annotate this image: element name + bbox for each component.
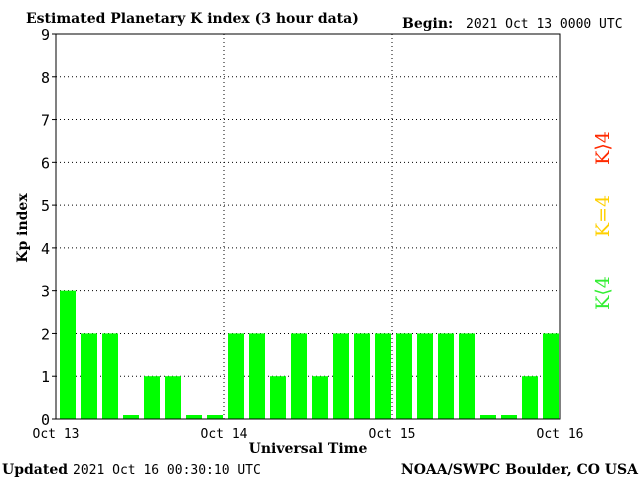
kp-bar bbox=[144, 376, 160, 419]
kp-bar bbox=[312, 376, 328, 419]
kp-bar bbox=[123, 415, 139, 419]
kp-bar bbox=[102, 333, 118, 419]
begin-label: Begin: bbox=[402, 16, 453, 32]
begin-value: 2021 Oct 13 0000 UTC bbox=[466, 17, 623, 32]
kp-bar bbox=[81, 333, 97, 419]
chart-grid bbox=[56, 34, 560, 419]
kp-bar bbox=[207, 415, 223, 419]
kp-bar bbox=[291, 333, 307, 419]
y-tick-label: 6 bbox=[41, 154, 50, 172]
kp-bar bbox=[375, 333, 391, 419]
y-axis-label: Kp index bbox=[15, 193, 31, 263]
kp-bar bbox=[543, 333, 559, 419]
x-tick-label: Oct 14 bbox=[201, 427, 248, 442]
x-axis-ticks: Oct 13 Oct 14 Oct 15 Oct 16 bbox=[33, 427, 584, 442]
legend-k-less-4: K⟨4 bbox=[592, 276, 614, 310]
bars-group bbox=[60, 290, 559, 419]
kp-bar bbox=[165, 376, 181, 419]
y-tick-label: 0 bbox=[41, 411, 50, 429]
kp-bar bbox=[333, 333, 349, 419]
kp-bar bbox=[522, 376, 538, 419]
kp-bar bbox=[417, 333, 433, 419]
x-axis-label: Universal Time bbox=[249, 441, 368, 457]
y-tick-label: 4 bbox=[41, 240, 50, 258]
y-tick-label: 9 bbox=[41, 26, 50, 44]
kp-bar bbox=[270, 376, 286, 419]
source-credit: NOAA/SWPC Boulder, CO USA bbox=[401, 462, 639, 478]
x-tick-label: Oct 16 bbox=[537, 427, 584, 442]
kp-bar bbox=[396, 333, 412, 419]
y-tick-label: 8 bbox=[41, 69, 50, 87]
kp-bar bbox=[60, 290, 76, 419]
updated-label: Updated bbox=[2, 462, 68, 478]
y-tick-label: 1 bbox=[41, 368, 50, 386]
x-tick-label: Oct 15 bbox=[369, 427, 416, 442]
updated-value: 2021 Oct 16 00:30:10 UTC bbox=[73, 463, 261, 478]
legend-k-equal-4: K=4 bbox=[592, 195, 614, 237]
kp-bar bbox=[249, 333, 265, 419]
kp-bar bbox=[186, 415, 202, 419]
plot-frame bbox=[55, 33, 561, 420]
chart-title: Estimated Planetary K index (3 hour data… bbox=[26, 11, 359, 27]
y-axis-ticks: 0 1 2 3 4 5 6 7 8 9 bbox=[41, 26, 56, 429]
kp-bar bbox=[480, 415, 496, 419]
kp-bar bbox=[354, 333, 370, 419]
kp-bar bbox=[438, 333, 454, 419]
legend-k-greater-4: K⟩4 bbox=[592, 131, 614, 165]
kp-bar bbox=[501, 415, 517, 419]
y-tick-label: 5 bbox=[41, 197, 50, 215]
x-tick-label: Oct 13 bbox=[33, 427, 80, 442]
kp-bar bbox=[228, 333, 244, 419]
kp-bar bbox=[459, 333, 475, 419]
y-tick-label: 3 bbox=[41, 283, 50, 301]
y-tick-label: 7 bbox=[41, 112, 50, 130]
y-tick-label: 2 bbox=[41, 325, 50, 343]
